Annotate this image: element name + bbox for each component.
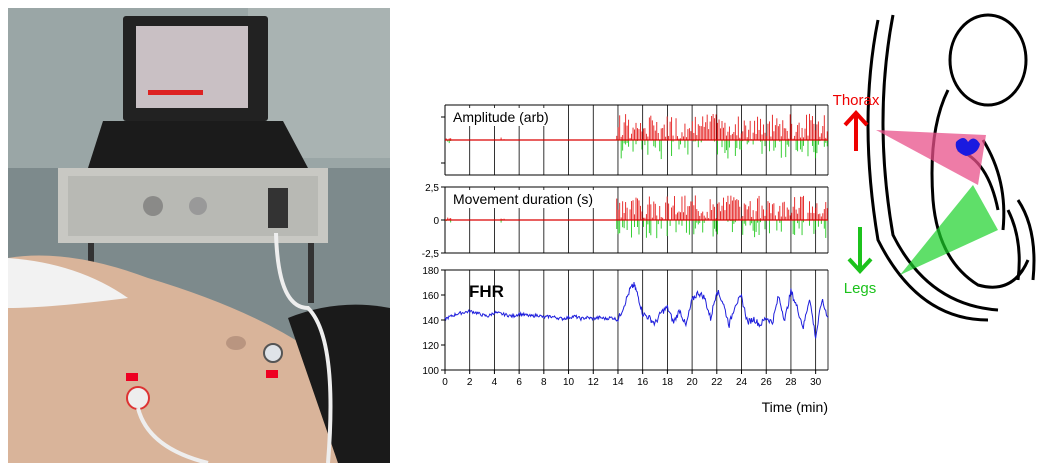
x-tick-label: 28 (785, 377, 797, 388)
panel-title: FHR (469, 282, 504, 301)
panel-title: Movement duration (s) (453, 191, 593, 207)
y-tick-label: 160 (422, 291, 439, 302)
thorax-label: Thorax (832, 92, 880, 109)
legs-label: Legs (843, 280, 877, 297)
x-tick-label: 0 (442, 377, 448, 388)
x-tick-label: 26 (761, 377, 773, 388)
x-tick-label: 6 (516, 377, 522, 388)
up-arrow-icon (843, 110, 869, 151)
y-tick-label: 180 (422, 266, 439, 277)
monitoring-setup-photo (8, 8, 390, 463)
movement-duration-panel: 2,5 0 -2,5 Movement duration (s) (422, 183, 829, 260)
x-tick-label: 14 (612, 377, 624, 388)
x-tick-label: 10 (563, 377, 575, 388)
y-tick-label: 2,5 (425, 183, 439, 194)
x-tick-label: 22 (711, 377, 723, 388)
y-tick-label: 100 (422, 366, 439, 377)
x-tick-label: 24 (736, 377, 748, 388)
heart-icon (955, 138, 980, 156)
x-tick-label: 18 (662, 377, 674, 388)
y-tick-label: 140 (422, 316, 439, 327)
charts-area: Amplitude (arb) 2,5 0 -2,5 Movement duratio… (422, 104, 829, 415)
y-tick-label: -2,5 (422, 249, 440, 260)
x-tick-label: 12 (588, 377, 600, 388)
amplitude-panel: Amplitude (arb) (441, 104, 829, 176)
patient-abdomen (8, 232, 390, 463)
x-axis-label: Time (min) (762, 399, 828, 415)
x-tick-label: 4 (492, 377, 498, 388)
x-tick-label: 20 (687, 377, 699, 388)
monitor-unit (58, 168, 328, 243)
fetus-illustration (866, 13, 1036, 322)
legs-label-group: Legs (830, 225, 890, 297)
x-tick-label: 2 (467, 377, 473, 388)
fhr-series-line (444, 281, 829, 339)
x-tick-label: 8 (541, 377, 547, 388)
panel-title: Amplitude (arb) (453, 109, 549, 125)
y-tick-label: 120 (422, 341, 439, 352)
title-bg (449, 190, 609, 208)
x-tick-label: 30 (810, 377, 822, 388)
laptop (88, 16, 308, 168)
down-arrow-icon (847, 227, 873, 274)
thorax-label-group: Thorax (826, 92, 886, 158)
x-tick-label: 16 (637, 377, 649, 388)
y-tick-label: 0 (433, 216, 439, 227)
legs-region (900, 185, 998, 275)
title-bg (449, 108, 563, 126)
